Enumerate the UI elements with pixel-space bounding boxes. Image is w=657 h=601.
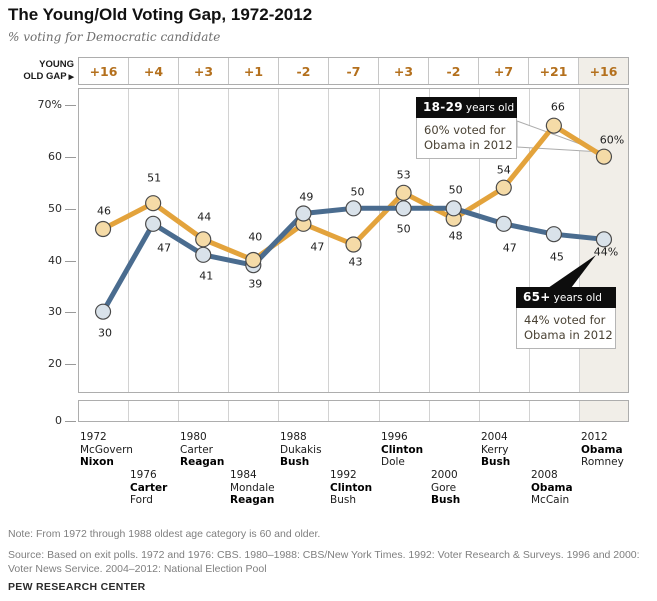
chart-note: Note: From 1972 through 1988 oldest age … xyxy=(8,528,320,540)
value-label: 54 xyxy=(497,163,511,176)
x-axis-label-group: 2004KerryBush xyxy=(481,431,510,469)
dem-candidate-label: Carter xyxy=(180,444,224,457)
young-data-point xyxy=(96,222,111,237)
old-annotation-body: 44% voted for Obama in 2012 xyxy=(516,308,616,349)
x-axis-label-group: 1972McGovernNixon xyxy=(80,431,133,469)
value-label: 39 xyxy=(248,278,262,291)
value-label: 47 xyxy=(310,240,324,253)
x-axis-label-group: 1992ClintonBush xyxy=(330,469,372,507)
old-data-point xyxy=(346,201,361,216)
young-data-point xyxy=(546,118,561,133)
chart-source: Source: Based on exit polls. 1972 and 19… xyxy=(8,549,653,576)
x-axis-label-group: 1976CarterFord xyxy=(130,469,167,507)
rep-candidate-label: Bush xyxy=(280,456,322,469)
rep-candidate-label: Dole xyxy=(381,456,423,469)
year-label: 1996 xyxy=(381,431,423,444)
year-label: 1980 xyxy=(180,431,224,444)
old-data-point xyxy=(146,216,161,231)
year-label: 2004 xyxy=(481,431,510,444)
old-annotation-header: 65+years old xyxy=(516,287,616,308)
year-label: 2000 xyxy=(431,469,460,482)
rep-candidate-label: Bush xyxy=(431,494,460,507)
value-label: 50 xyxy=(397,223,411,236)
young-data-point xyxy=(346,237,361,252)
year-label: 2012 xyxy=(581,431,624,444)
value-label: 53 xyxy=(397,168,411,181)
rep-candidate-label: Ford xyxy=(130,494,167,507)
young-annotation: 18-29years old 60% voted for Obama in 20… xyxy=(416,97,517,159)
young-data-point xyxy=(596,149,611,164)
value-label: 60% xyxy=(600,133,624,146)
dem-candidate-label: Carter xyxy=(130,482,167,495)
value-label: 47 xyxy=(157,241,171,254)
old-data-point xyxy=(296,206,311,221)
value-label: 43 xyxy=(349,255,363,268)
dem-candidate-label: Obama xyxy=(581,444,624,457)
value-label: 40 xyxy=(248,231,262,244)
year-label: 1988 xyxy=(280,431,322,444)
old-data-point xyxy=(546,227,561,242)
year-label: 1972 xyxy=(80,431,133,444)
dem-candidate-label: Clinton xyxy=(330,482,372,495)
young-data-point xyxy=(146,196,161,211)
young-annotation-header: 18-29years old xyxy=(416,97,517,118)
dem-candidate-label: Kerry xyxy=(481,444,510,457)
young-data-point xyxy=(396,185,411,200)
rep-candidate-label: Bush xyxy=(330,494,372,507)
value-label: 41 xyxy=(199,269,213,282)
dem-candidate-label: McGovern xyxy=(80,444,133,457)
year-label: 1976 xyxy=(130,469,167,482)
value-label: 47 xyxy=(503,241,517,254)
pew-research-center-brand: PEW RESEARCH CENTER xyxy=(8,581,146,593)
year-label: 1992 xyxy=(330,469,372,482)
value-label: 45 xyxy=(550,251,564,264)
rep-candidate-label: Reagan xyxy=(230,494,275,507)
value-label: 30 xyxy=(98,326,112,339)
rep-candidate-label: McCain xyxy=(531,494,573,507)
old-data-point xyxy=(396,201,411,216)
pew-voting-gap-chart: The Young/Old Voting Gap, 1972-2012 % vo… xyxy=(0,0,657,601)
young-data-point xyxy=(196,232,211,247)
old-data-point xyxy=(596,232,611,247)
x-axis-label-group: 2012ObamaRomney xyxy=(581,431,624,469)
x-axis-label-group: 1988DukakisBush xyxy=(280,431,322,469)
x-axis-label-group: 2008ObamaMcCain xyxy=(531,469,573,507)
young-annotation-body: 60% voted for Obama in 2012 xyxy=(416,118,517,159)
dem-candidate-label: Dukakis xyxy=(280,444,322,457)
dem-candidate-label: Gore xyxy=(431,482,460,495)
old-data-point xyxy=(446,201,461,216)
year-label: 1984 xyxy=(230,469,275,482)
value-label: 44% xyxy=(594,246,618,259)
value-label: 66 xyxy=(551,100,565,113)
dem-candidate-label: Clinton xyxy=(381,444,423,457)
old-data-point xyxy=(196,247,211,262)
rep-candidate-label: Romney xyxy=(581,456,624,469)
rep-candidate-label: Reagan xyxy=(180,456,224,469)
dem-candidate-label: Mondale xyxy=(230,482,275,495)
x-axis-label-group: 2000GoreBush xyxy=(431,469,460,507)
x-axis-label-group: 1996ClintonDole xyxy=(381,431,423,469)
x-axis-label-group: 1980CarterReagan xyxy=(180,431,224,469)
old-data-point xyxy=(496,216,511,231)
value-label: 50 xyxy=(351,186,365,199)
rep-candidate-label: Nixon xyxy=(80,456,133,469)
value-label: 44 xyxy=(197,211,211,224)
value-label: 46 xyxy=(97,205,111,218)
young-data-point xyxy=(246,253,261,268)
x-axis-label-group: 1984MondaleReagan xyxy=(230,469,275,507)
year-label: 2008 xyxy=(531,469,573,482)
dem-candidate-label: Obama xyxy=(531,482,573,495)
young-data-point xyxy=(496,180,511,195)
value-label: 51 xyxy=(147,172,161,185)
rep-candidate-label: Bush xyxy=(481,456,510,469)
value-label: 50 xyxy=(449,184,463,197)
old-data-point xyxy=(96,304,111,319)
old-annotation: 65+years old 44% voted for Obama in 2012 xyxy=(516,287,616,349)
value-label: 49 xyxy=(299,190,313,203)
value-label: 48 xyxy=(449,229,463,242)
